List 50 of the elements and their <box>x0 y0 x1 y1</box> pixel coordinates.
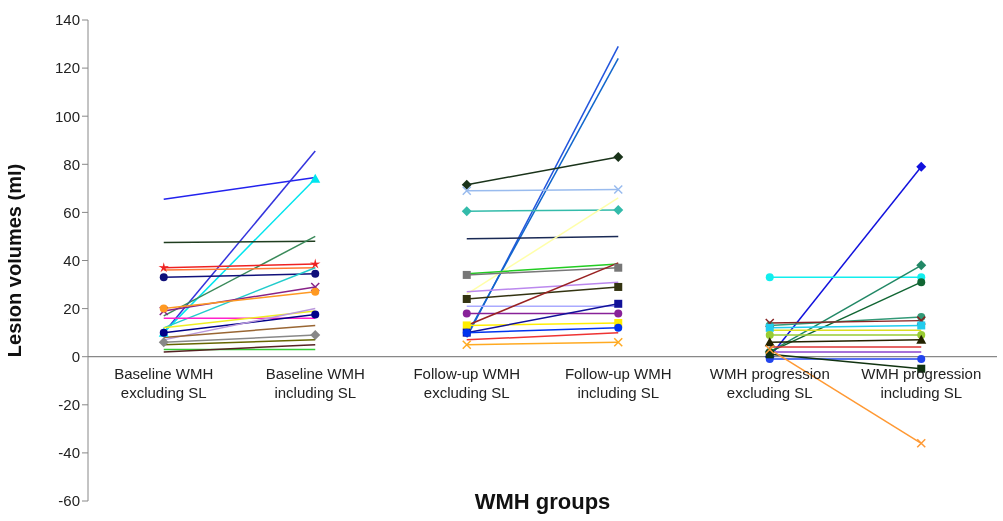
point <box>613 152 624 163</box>
point <box>614 282 623 291</box>
point <box>461 179 472 190</box>
point <box>614 323 623 332</box>
y-tick-label: 20 <box>63 299 80 317</box>
x-tick-label: Baseline WMH excluding SL <box>114 364 214 401</box>
x-tick-label: Follow-up WMH excluding SL <box>413 364 521 401</box>
point <box>462 339 472 350</box>
point <box>613 184 623 195</box>
x-tick-label: WMH progression including SL <box>861 364 982 401</box>
point <box>462 186 472 196</box>
point <box>159 273 168 282</box>
point <box>614 299 623 308</box>
y-tick-label: -20 <box>58 396 80 414</box>
point <box>765 273 774 282</box>
y-tick-label: 80 <box>63 155 80 173</box>
point <box>461 206 472 217</box>
point <box>614 309 623 318</box>
point <box>310 258 321 269</box>
point <box>462 309 471 318</box>
point <box>917 355 926 364</box>
point <box>917 278 926 287</box>
point <box>614 263 623 272</box>
y-tick-label: 140 <box>54 11 80 29</box>
point <box>917 321 926 330</box>
point <box>916 161 927 172</box>
y-tick-label: -60 <box>58 492 80 510</box>
x-tick-label: Baseline WMH including SL <box>265 364 365 401</box>
point <box>613 337 623 348</box>
point <box>310 282 320 292</box>
point <box>310 330 321 341</box>
x-tick-label: Follow-up WMH including SL <box>564 364 672 401</box>
point <box>462 294 471 303</box>
point <box>311 287 320 296</box>
point <box>311 310 320 319</box>
point <box>311 269 320 278</box>
point <box>916 438 926 449</box>
point <box>462 321 471 330</box>
y-tick-label: 60 <box>63 203 80 221</box>
point <box>158 262 169 273</box>
y-tick-label: 100 <box>54 107 80 125</box>
point <box>462 270 471 279</box>
y-tick-label: -40 <box>58 444 80 462</box>
y-tick-label: 40 <box>63 251 80 269</box>
point <box>158 337 169 348</box>
y-tick-label: 0 <box>71 348 80 366</box>
point <box>613 204 624 215</box>
point <box>916 260 927 271</box>
x-axis-title: WMH groups <box>473 489 612 515</box>
y-tick-label: 120 <box>54 59 80 77</box>
